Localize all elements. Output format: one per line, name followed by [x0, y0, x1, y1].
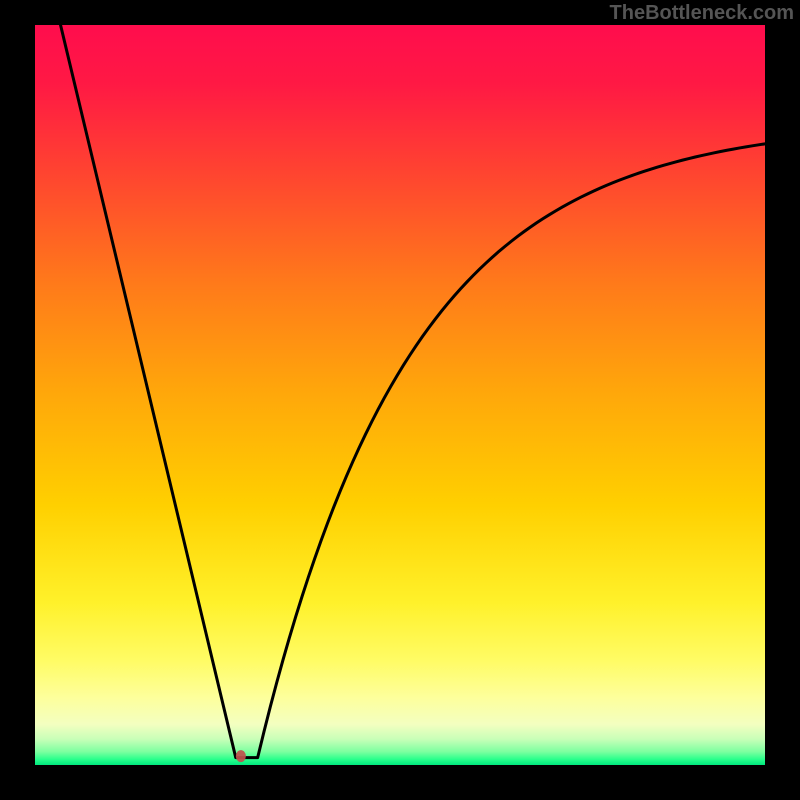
gradient-background [35, 25, 765, 765]
bottleneck-chart [0, 0, 800, 800]
chart-frame: TheBottleneck.com [0, 0, 800, 800]
watermark-text: TheBottleneck.com [610, 2, 794, 25]
optimal-point-marker [236, 750, 246, 762]
